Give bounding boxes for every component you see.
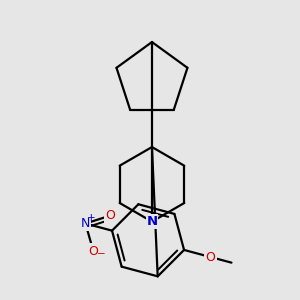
Text: O: O [88, 244, 98, 257]
Text: N: N [146, 215, 158, 228]
Text: −: − [97, 249, 106, 259]
Text: O: O [206, 250, 215, 264]
Text: N: N [81, 217, 90, 230]
Text: O: O [105, 209, 115, 222]
Text: +: + [87, 213, 96, 223]
